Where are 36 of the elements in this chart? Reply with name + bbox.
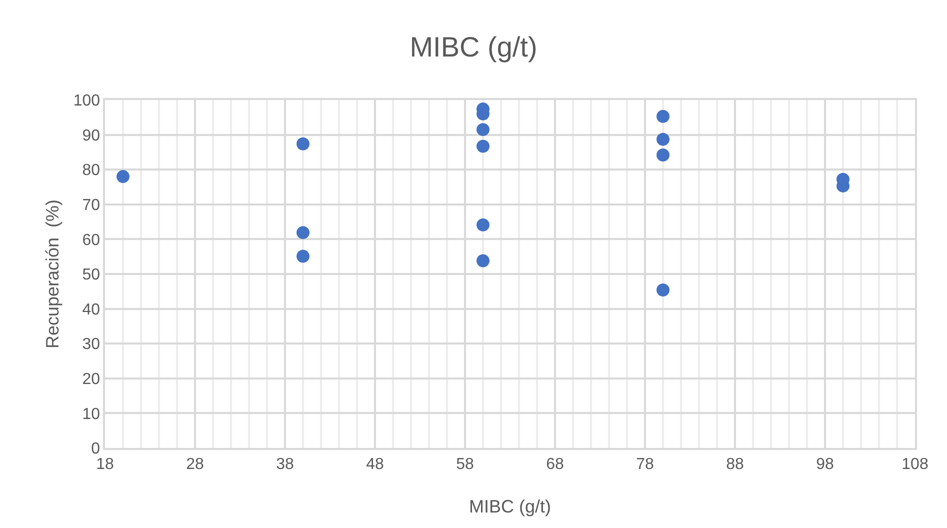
x-tick-label: 58: [456, 456, 474, 473]
x-tick-label: 18: [96, 456, 114, 473]
y-tick-label: 10: [82, 406, 100, 423]
point: [656, 148, 670, 162]
x-tick-label: 38: [276, 456, 294, 473]
point: [296, 226, 310, 240]
point: [476, 218, 490, 232]
point: [296, 250, 310, 263]
x-tick-label: 98: [816, 456, 834, 473]
y-tick-label: 30: [82, 336, 100, 354]
chart-title: MIBC (g/t): [410, 32, 538, 63]
y-tick-label: 0: [91, 440, 100, 458]
y-axis-title: Recuperación (%): [42, 199, 62, 349]
point: [476, 254, 490, 268]
y-tick-label: 80: [82, 162, 100, 180]
point: [656, 284, 670, 297]
x-tick-label: 48: [366, 456, 384, 473]
y-tick-label: 90: [82, 127, 100, 144]
point: [656, 110, 670, 123]
point: [116, 170, 130, 184]
y-tick-label: 70: [82, 197, 100, 214]
x-tick-label: 28: [186, 456, 204, 473]
x-tick-label: 68: [546, 456, 564, 473]
x-tick-label: 108: [902, 456, 928, 473]
point: [296, 137, 310, 150]
point: [476, 123, 490, 136]
y-tick-label: 100: [73, 92, 100, 110]
y-tick-label: 20: [82, 371, 100, 388]
y-tick-label: 60: [82, 232, 100, 249]
y-tick-label: 40: [82, 301, 100, 318]
point: [656, 132, 670, 146]
x-axis-title: MIBC (g/t): [468, 496, 552, 516]
point: [476, 140, 490, 153]
y-tick-label: 50: [82, 266, 100, 284]
x-tick-label: 88: [726, 456, 744, 473]
x-tick-label: 78: [636, 456, 654, 473]
